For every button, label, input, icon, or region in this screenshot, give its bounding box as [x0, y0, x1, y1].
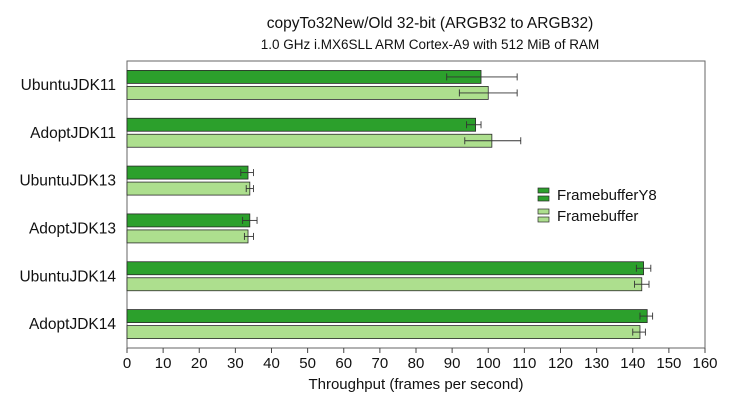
x-tick-label: 90	[444, 355, 461, 372]
category-label: AdoptJDK11	[30, 125, 116, 142]
category-label: AdoptJDK14	[29, 316, 116, 333]
bar	[126, 181, 251, 196]
x-tick-label: 80	[408, 355, 425, 372]
bar	[126, 277, 643, 292]
legend-box	[533, 184, 671, 229]
chart-title: copyTo32New/Old 32-bit (ARGB32 to ARGB32…	[267, 15, 594, 32]
category-label: UbuntuJDK14	[19, 268, 116, 285]
chart-subtitle: 1.0 GHz i.MX6SLL ARM Cortex-A9 with 512 …	[261, 37, 600, 52]
x-tick-label: 150	[656, 355, 681, 372]
category-label: UbuntuJDK13	[19, 173, 116, 190]
bar	[126, 213, 251, 228]
x-tick-label: 120	[548, 355, 573, 372]
x-tick-label: 0	[123, 355, 131, 372]
error-bars-group	[240, 73, 654, 336]
x-tick-label: 20	[191, 355, 208, 372]
bar	[126, 165, 249, 180]
x-tick-label: 70	[372, 355, 389, 372]
x-tick-label: 40	[263, 355, 280, 372]
x-tick-label: 50	[299, 355, 316, 372]
legend-label: FramebufferY8	[557, 187, 657, 204]
x-tick-label: 30	[227, 355, 244, 372]
x-tick-label: 10	[155, 355, 172, 372]
legend-label: Framebuffer	[557, 208, 638, 225]
bar	[126, 325, 641, 339]
x-axis-label: Throughput (frames per second)	[308, 376, 523, 393]
legend-swatch	[537, 187, 550, 194]
legend-swatch	[537, 208, 550, 215]
category-labels: UbuntuJDK11 AdoptJDK11 UbuntuJDK13 AdoptJDK…	[19, 77, 116, 333]
x-tick-label: 100	[476, 355, 501, 372]
bar	[126, 70, 482, 84]
bar	[126, 117, 477, 132]
legend-swatch	[537, 216, 550, 223]
bar	[126, 86, 489, 100]
x-tick-label: 140	[620, 355, 645, 372]
x-tick-label: 110	[512, 355, 536, 372]
category-label: UbuntuJDK11	[21, 77, 116, 94]
x-axis-ticks: 0 10 20 30 40 50 60 70 80 90 100 110 120 130 140 150 160	[123, 348, 718, 372]
legend: FramebufferY8 Framebuffer	[533, 184, 671, 229]
legend-swatch	[537, 195, 550, 202]
x-tick-label: 160	[692, 355, 717, 372]
x-tick-label: 130	[584, 355, 609, 372]
bar	[126, 229, 249, 244]
bar	[126, 309, 648, 323]
bar	[126, 133, 493, 148]
x-tick-label: 60	[335, 355, 352, 372]
category-label: AdoptJDK13	[29, 220, 116, 237]
bar	[126, 261, 644, 276]
